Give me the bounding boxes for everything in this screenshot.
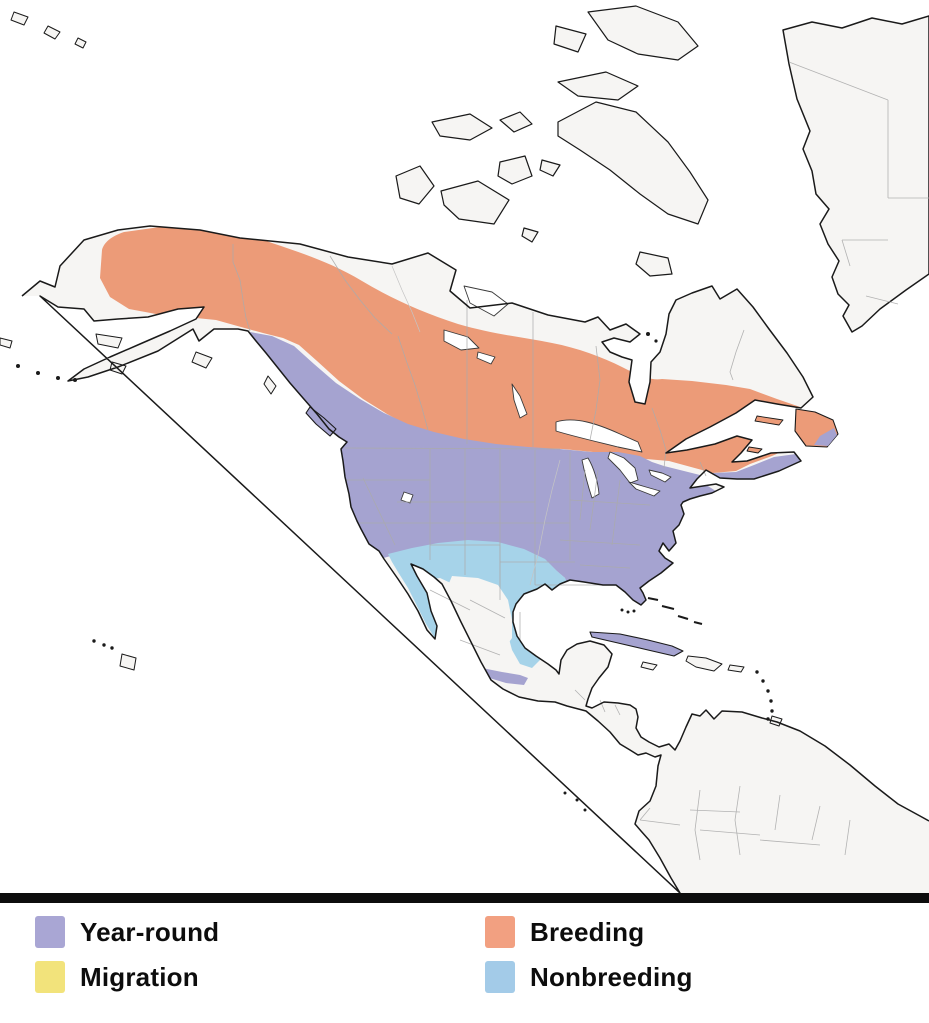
axel-heiberg-island xyxy=(553,25,587,53)
hawaii-big-island xyxy=(119,653,137,671)
victoria-island xyxy=(440,180,510,225)
year-round-central-mexico-belt xyxy=(442,650,528,685)
lake-huron xyxy=(607,451,639,484)
legend-item-migration: Migration xyxy=(35,961,485,993)
lake-erie xyxy=(628,481,661,497)
lake-michigan xyxy=(581,457,600,499)
anticosti-island xyxy=(754,415,784,426)
cuba-island xyxy=(589,631,684,657)
devon-island xyxy=(557,71,639,101)
great-salt-lake xyxy=(400,491,414,504)
baffin-island xyxy=(557,101,709,225)
bahamas xyxy=(647,597,703,625)
breeding-label: Breeding xyxy=(530,916,645,947)
lake-athabasca xyxy=(476,351,496,365)
quebec-labrador-border xyxy=(729,329,745,381)
yukon-nwt-border xyxy=(329,255,393,335)
king-william-island xyxy=(521,227,539,243)
legend-item-year-round: Year-round xyxy=(35,916,485,948)
greenland xyxy=(782,15,929,333)
nonbreeding-swatch xyxy=(485,961,515,993)
great-slave-lake xyxy=(443,329,480,351)
st-lawrence-island xyxy=(95,333,123,349)
nonbreeding-label: Nonbreeding xyxy=(530,961,693,992)
kodiak-island xyxy=(191,351,213,369)
admin-borders xyxy=(232,61,929,861)
great-bear-lake xyxy=(463,285,509,317)
mainland-coastline xyxy=(21,225,929,893)
legend-separator-bar xyxy=(0,893,929,903)
year-round-swatch xyxy=(35,916,65,948)
hispaniola-island xyxy=(685,655,723,672)
prince-edward-island xyxy=(746,446,763,454)
rivers xyxy=(391,265,561,586)
mississippi-river xyxy=(529,459,561,586)
jamaica-island xyxy=(640,661,658,671)
range-map xyxy=(0,5,929,893)
breeding-swatch xyxy=(485,916,515,948)
bc-alberta-border xyxy=(397,335,429,431)
puerto-rico-island xyxy=(727,664,745,673)
legend: Year-round Breeding Migration Nonbreedin… xyxy=(0,903,929,1023)
mackenzie-river xyxy=(391,265,421,333)
legend-item-nonbreeding: Nonbreeding xyxy=(485,961,929,993)
somerset-island xyxy=(539,159,561,177)
southampton-island xyxy=(635,251,673,277)
legend-grid: Year-round Breeding Migration Nonbreedin… xyxy=(35,916,929,993)
mexican-plateau-uncolored xyxy=(447,576,512,648)
island-dots xyxy=(16,332,774,812)
legend-item-breeding: Breeding xyxy=(485,916,929,948)
lake-superior xyxy=(555,419,643,453)
greenland-interior-lines xyxy=(788,61,929,305)
small-islands xyxy=(0,11,783,727)
melville-island xyxy=(431,113,493,141)
banks-island xyxy=(395,165,435,205)
lakes xyxy=(400,285,672,504)
newfoundland-year-round-corner xyxy=(814,428,837,446)
bathurst-island xyxy=(499,111,533,133)
haida-gwaii xyxy=(263,375,277,395)
chukotka-edge xyxy=(0,337,13,349)
prince-of-wales-island xyxy=(497,155,533,185)
migration-swatch xyxy=(35,961,65,993)
year-round-label: Year-round xyxy=(80,916,220,947)
map-area xyxy=(0,5,929,893)
alaska-yukon-border xyxy=(232,244,251,332)
lake-winnipeg xyxy=(511,383,528,419)
wrangel-islands xyxy=(10,11,87,49)
us-canada-border xyxy=(344,447,561,450)
breeding-region xyxy=(100,226,816,473)
ellesmere-island xyxy=(587,5,699,61)
migration-label: Migration xyxy=(80,961,199,992)
arctic-islands xyxy=(395,5,929,333)
lake-ontario xyxy=(648,469,672,483)
